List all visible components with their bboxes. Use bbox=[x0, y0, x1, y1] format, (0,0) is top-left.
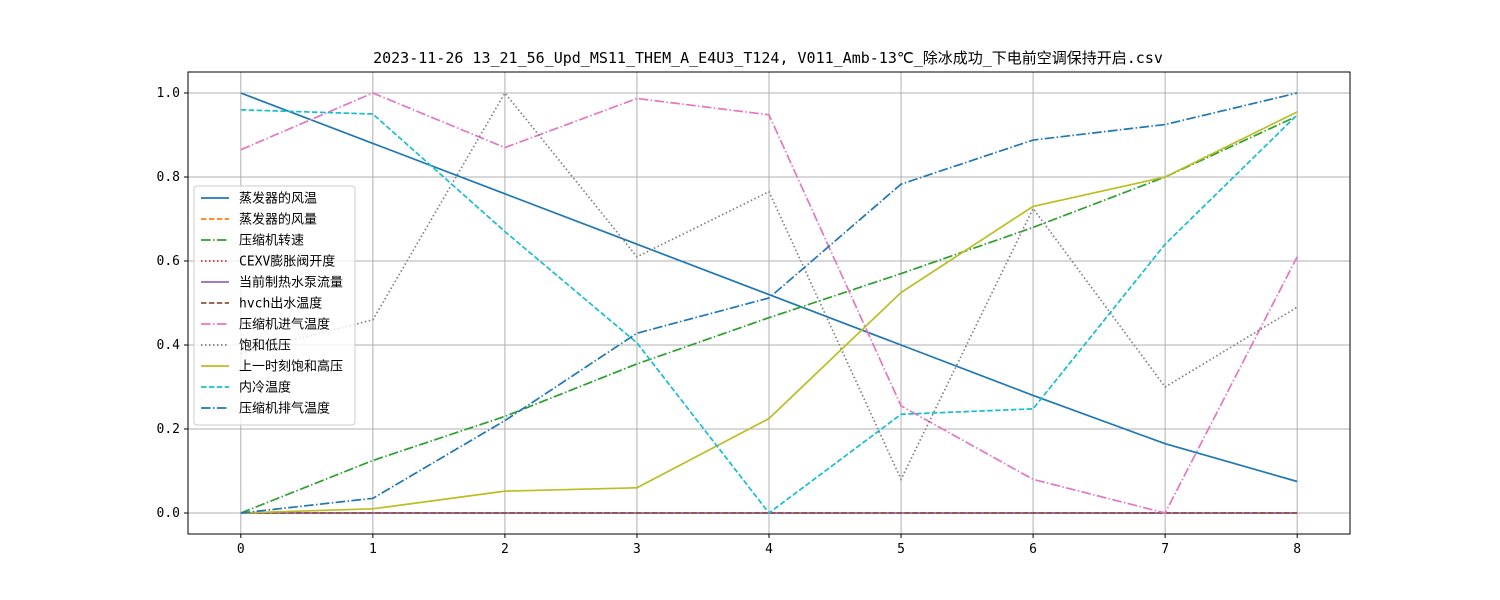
x-tick-label: 7 bbox=[1161, 542, 1169, 557]
y-tick-label: 0.0 bbox=[157, 506, 180, 521]
series-line-9 bbox=[240, 108, 1298, 515]
legend-label: 内冷温度 bbox=[239, 380, 291, 396]
legend-label: 蒸发器的风量 bbox=[239, 212, 317, 228]
legend-label: 当前制热水泵流量 bbox=[239, 275, 343, 291]
series-line-10 bbox=[240, 92, 1298, 514]
y-tick-label: 0.6 bbox=[157, 254, 180, 269]
legend-label: 蒸发器的风温 bbox=[239, 191, 317, 207]
y-tick-label: 1.0 bbox=[157, 86, 180, 101]
legend-label: 上一时刻饱和高压 bbox=[239, 359, 343, 375]
legend-label: 压缩机排气温度 bbox=[239, 401, 330, 417]
legend-label: hvch出水温度 bbox=[239, 296, 322, 312]
series-line-2 bbox=[240, 115, 1298, 514]
legend-label: 饱和低压 bbox=[239, 339, 291, 354]
x-tick-label: 1 bbox=[369, 542, 377, 557]
series-line-7 bbox=[240, 91, 1298, 482]
x-tick-label: 2 bbox=[501, 542, 509, 557]
chart-title: 2023-11-26 13_21_56_Upd_MS11_THEM_A_E4U3… bbox=[373, 49, 1163, 67]
x-tick-label: 0 bbox=[237, 542, 245, 557]
series-line-0 bbox=[240, 92, 1298, 483]
legend-label: 压缩机进气温度 bbox=[239, 317, 330, 333]
x-tick-label: 4 bbox=[765, 542, 773, 557]
series-line-6 bbox=[240, 92, 1298, 514]
x-tick-label: 5 bbox=[897, 542, 905, 557]
series-lines bbox=[240, 91, 1298, 515]
series-line-8 bbox=[240, 111, 1298, 514]
y-tick-label: 0.8 bbox=[157, 170, 180, 185]
legend-box bbox=[193, 185, 356, 426]
y-axis: 0.0 0.2 0.4 0.6 0.8 1.0 bbox=[157, 86, 188, 521]
y-tick-label: 0.4 bbox=[157, 338, 181, 353]
y-tick-label: 0.2 bbox=[157, 422, 180, 437]
x-tick-label: 3 bbox=[633, 542, 641, 557]
legend-label: 压缩机转速 bbox=[239, 233, 304, 249]
x-tick-label: 6 bbox=[1029, 542, 1037, 557]
legend-label: CEXV膨胀阀开度 bbox=[239, 254, 335, 270]
x-axis: 0 1 2 3 4 5 6 7 8 bbox=[237, 534, 1301, 557]
x-tick-label: 8 bbox=[1293, 542, 1301, 557]
